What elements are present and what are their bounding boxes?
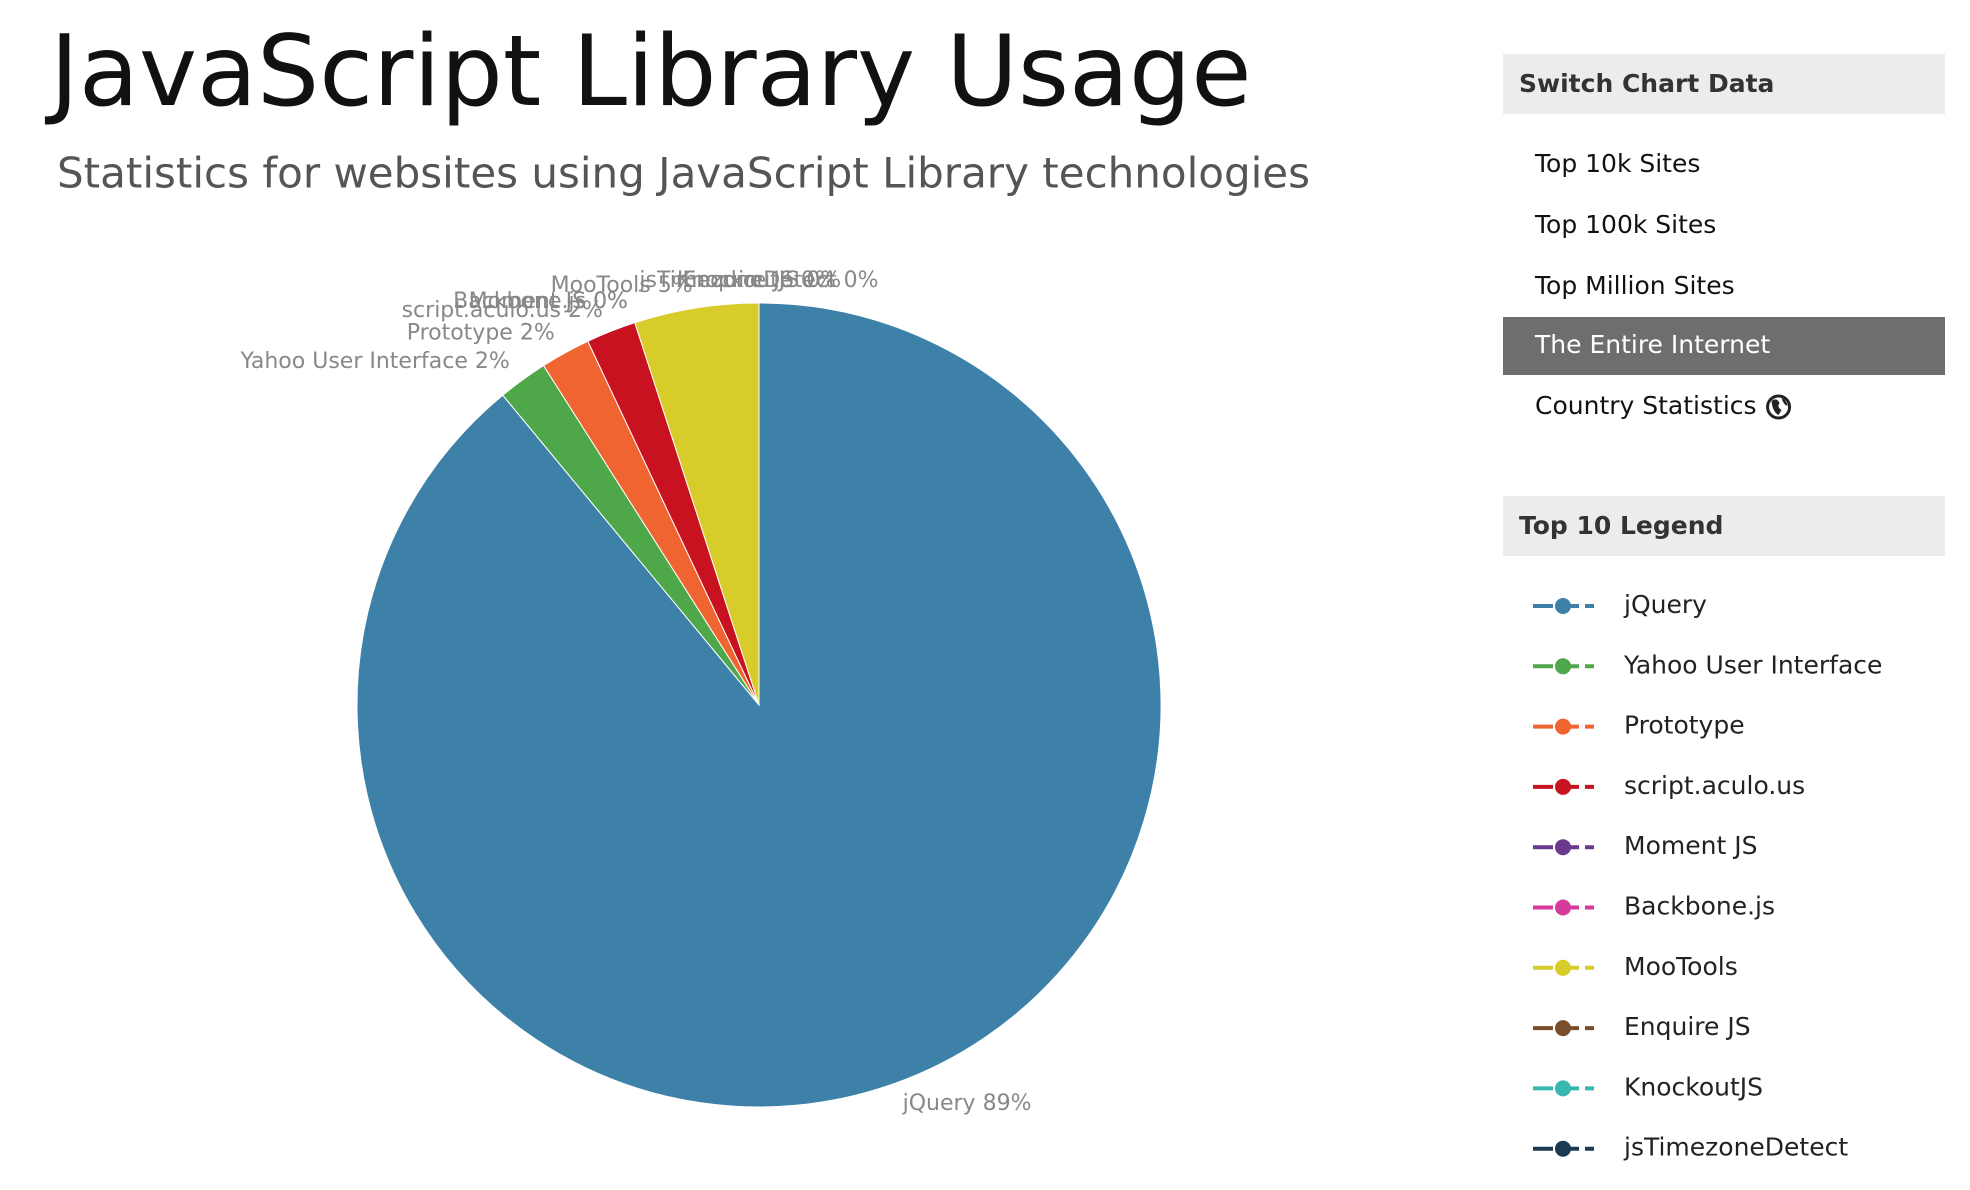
slice-label-name: Enquire JS: [682, 268, 793, 293]
slice-label-value: 2%: [520, 320, 555, 345]
legend-dot: [1555, 598, 1571, 614]
slice-label-value: 0%: [806, 268, 841, 293]
slice-label-value: 0%: [801, 268, 836, 293]
slice-label-value: 2%: [568, 298, 603, 323]
menu-option-label: Top Million Sites: [1534, 271, 1735, 300]
slice-label-value: 0%: [593, 289, 628, 314]
legend-label[interactable]: script.aculo.us: [1624, 771, 1805, 800]
slice-label: Enquire JS 0%: [682, 268, 835, 293]
legend-dot: [1555, 658, 1571, 675]
slice-label: Prototype 2%: [407, 320, 555, 345]
slice-label-name: Moment JS: [469, 289, 586, 314]
menu-option-active: [1503, 317, 1945, 375]
switch-header: [1503, 54, 1945, 114]
legend-title: Top 10 Legend: [1519, 511, 1723, 540]
legend-label[interactable]: KnockoutJS: [1624, 1072, 1763, 1101]
slice-label: MooTools 5%: [551, 273, 693, 298]
legend-dot: [1555, 839, 1571, 856]
slice-label-name: Prototype: [407, 320, 513, 345]
legend-dot: [1555, 1140, 1571, 1157]
slice-label-value: 5%: [658, 273, 693, 298]
slice-label-name: jsTimezoneDetect: [638, 268, 837, 293]
slice-label-name: KnockoutJS: [677, 268, 799, 293]
legend-dot: [1555, 959, 1571, 976]
menu-option-label: The Entire Internet: [1534, 330, 1770, 359]
menu-option-label: Top 100k Sites: [1534, 210, 1716, 239]
legend-dot: [1555, 899, 1571, 916]
slice-label-value: 89%: [983, 1091, 1032, 1116]
slice-label-value: 0%: [844, 268, 879, 293]
legend-dot: [1555, 1080, 1571, 1097]
menu-option[interactable]: Top Million Sites: [1534, 271, 1735, 300]
legend-label[interactable]: Backbone.js: [1624, 892, 1775, 921]
slice-label-name: Yahoo User Interface: [239, 349, 467, 374]
menu-option[interactable]: Top 10k Sites: [1534, 149, 1700, 178]
menu-option[interactable]: Country Statistics: [1535, 391, 1792, 420]
legend-label[interactable]: jsTimezoneDetect: [1623, 1133, 1848, 1162]
legend-label[interactable]: Yahoo User Interface: [1623, 650, 1882, 679]
slice-label: Moment JS 0%: [469, 289, 628, 314]
legend-dot: [1555, 1020, 1571, 1037]
slice-label-name: MooTools: [551, 273, 651, 298]
menu-option-label: Top 10k Sites: [1534, 149, 1700, 178]
legend-label[interactable]: Enquire JS: [1624, 1012, 1751, 1041]
slice-label: script.aculo.us 2%: [402, 298, 603, 323]
slice-label: Backbone.js 0%: [453, 289, 628, 314]
legend-dot: [1555, 778, 1571, 795]
page-title: JavaScript Library Usage: [44, 15, 1252, 129]
slice-label-name: Backbone.js: [453, 289, 586, 314]
legend-header: [1503, 496, 1945, 556]
slice-label-value: 0%: [593, 289, 628, 314]
page-subtitle: Statistics for websites using JavaScript…: [57, 149, 1310, 198]
slice-label-value: 2%: [475, 349, 510, 374]
menu-option-label: Country Statistics: [1535, 391, 1757, 420]
slice-label: jsTimezoneDetect 0%: [638, 268, 878, 293]
globe-icon-land: [1771, 398, 1788, 415]
slice-label: Yahoo User Interface 2%: [239, 349, 509, 374]
legend-label[interactable]: MooTools: [1624, 952, 1738, 981]
slice-label-name: jQuery: [902, 1091, 976, 1116]
slice-label: jQuery 89%: [902, 1091, 1032, 1116]
menu-option[interactable]: Top 100k Sites: [1534, 210, 1716, 239]
slice-label: KnockoutJS 0%: [677, 268, 841, 293]
switch-title: Switch Chart Data: [1519, 69, 1774, 98]
legend-label[interactable]: Prototype: [1624, 711, 1745, 740]
pie-slice: [634, 302, 760, 706]
legend-label[interactable]: jQuery: [1623, 590, 1707, 619]
menu-option[interactable]: The Entire Internet: [1503, 317, 1945, 375]
slice-label-name: script.aculo.us: [402, 298, 561, 323]
legend-dot: [1555, 718, 1571, 735]
legend-label[interactable]: Moment JS: [1624, 831, 1757, 860]
